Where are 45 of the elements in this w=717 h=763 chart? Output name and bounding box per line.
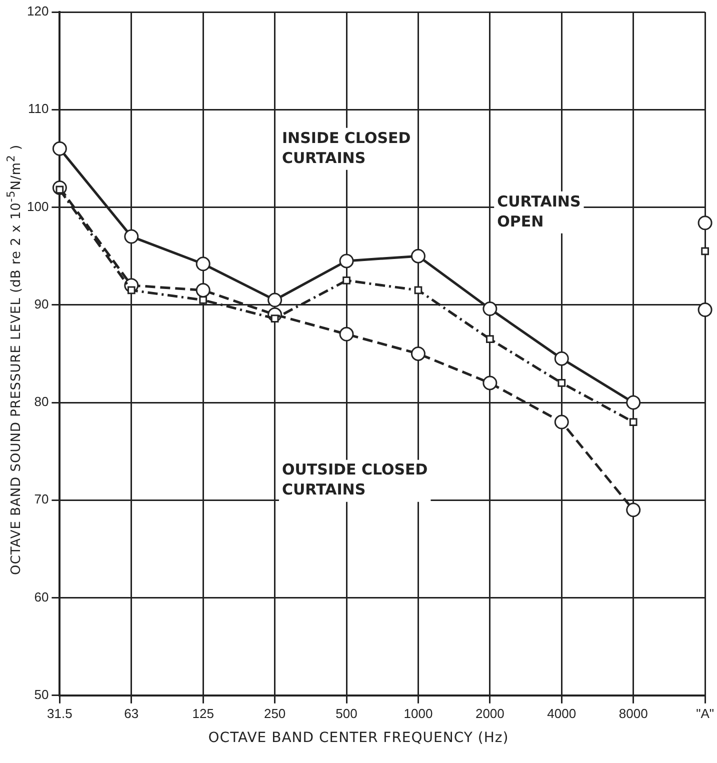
y-tick-label: 120 <box>26 4 49 19</box>
x-tick-label: 31.5 <box>47 706 72 721</box>
point <box>414 286 422 294</box>
point <box>268 292 282 308</box>
point <box>339 254 354 268</box>
point <box>196 282 210 298</box>
point <box>558 379 566 387</box>
point <box>482 302 498 316</box>
point <box>626 502 641 518</box>
point <box>554 414 569 430</box>
x-tick-label: 250 <box>264 706 286 721</box>
annotation: CURTAINS OPEN <box>497 192 581 230</box>
x-tick-label: 4000 <box>547 706 576 721</box>
x-tick-label: 1000 <box>404 706 433 721</box>
point <box>629 418 638 426</box>
y-tick-label: 80 <box>34 394 49 410</box>
y-tick-label: 90 <box>34 296 49 312</box>
point <box>339 326 354 342</box>
x-tick-label: 2000 <box>475 706 504 721</box>
annotation: OUTSIDE CLOSED CURTAINS <box>282 460 428 499</box>
point <box>410 346 426 361</box>
y-tick-label: 60 <box>34 589 49 604</box>
y-tick-label: 70 <box>34 492 49 507</box>
y-tick-label: 50 <box>34 686 49 702</box>
point <box>482 376 498 390</box>
point <box>342 276 350 284</box>
point <box>52 141 67 156</box>
point <box>410 248 426 264</box>
x-tick-label: 8000 <box>618 706 648 721</box>
point <box>626 395 641 410</box>
x-tick-label: 63 <box>124 706 139 721</box>
point <box>486 335 494 343</box>
point <box>196 256 210 272</box>
x-tick-label: 125 <box>192 706 214 721</box>
annotation: INSIDE CLOSED CURTAINS <box>282 128 411 167</box>
point <box>124 229 139 244</box>
x-tick-label: "A" <box>696 706 714 721</box>
y-tick-label: 110 <box>28 101 49 116</box>
point <box>554 351 569 366</box>
y-tick-label: 100 <box>26 198 49 214</box>
x-tick-label: 500 <box>336 706 358 721</box>
x-axis-title: OCTAVE BAND CENTER FREQUENCY (Hz) <box>207 730 510 746</box>
point <box>127 286 136 294</box>
point <box>199 296 208 304</box>
point <box>270 314 279 322</box>
